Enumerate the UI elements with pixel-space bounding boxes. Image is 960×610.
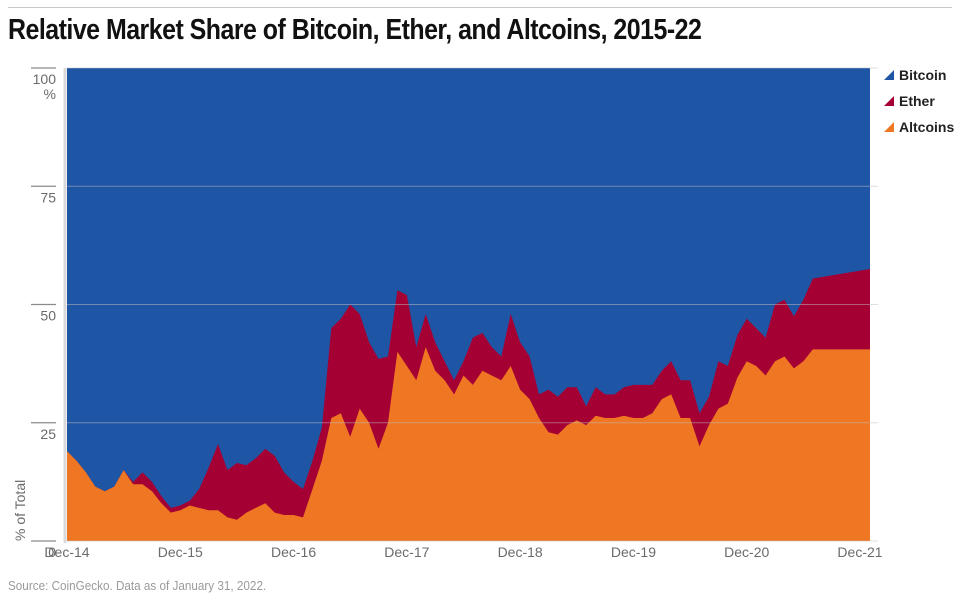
legend-swatch-ether xyxy=(884,96,894,106)
x-tick-label: Dec-19 xyxy=(611,544,656,560)
y-tick-unit: % xyxy=(44,86,56,102)
y-tick-label: 100 xyxy=(33,71,57,87)
y-tick-label: 25 xyxy=(40,426,56,442)
x-tick-label: Dec-21 xyxy=(837,544,882,560)
area-altcoins xyxy=(67,347,870,541)
plot-areas xyxy=(63,68,870,543)
legend-label-ether: Ether xyxy=(899,93,935,109)
x-tick-label: Dec-18 xyxy=(498,544,543,560)
x-tick-label: Dec-15 xyxy=(158,544,203,560)
source-note: Source: CoinGecko. Data as of January 31… xyxy=(8,578,267,593)
legend: Bitcoin Ether Altcoins xyxy=(884,67,954,135)
y-tick-label: 50 xyxy=(40,308,56,324)
y-tick-label: 0 xyxy=(48,544,56,560)
x-tick-label: Dec-14 xyxy=(44,544,89,560)
legend-label-altcoins: Altcoins xyxy=(899,119,954,135)
x-tick-label: Dec-17 xyxy=(384,544,429,560)
legend-swatch-bitcoin xyxy=(884,70,894,80)
top-rule xyxy=(8,7,952,8)
y-tick-label: 75 xyxy=(40,189,56,205)
legend-swatch-altcoins xyxy=(884,122,894,132)
legend-label-bitcoin: Bitcoin xyxy=(899,67,946,83)
chart-title: Relative Market Share of Bitcoin, Ether,… xyxy=(8,14,702,46)
y-axis-label: % of Total xyxy=(12,480,28,541)
x-axis: Dec-14 Dec-15 Dec-16 Dec-17 Dec-18 Dec-19 Dec-… xyxy=(44,544,882,560)
y-axis: 100% 75 50 25 0 xyxy=(31,67,878,560)
x-tick-label: Dec-16 xyxy=(271,544,316,560)
x-tick-label: Dec-20 xyxy=(724,544,769,560)
